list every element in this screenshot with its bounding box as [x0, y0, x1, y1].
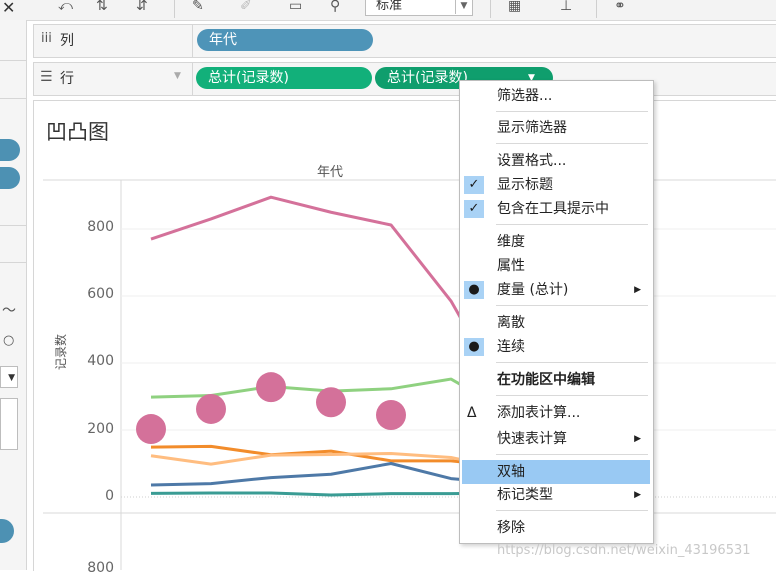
mark-type-dropdown[interactable]: ▼: [0, 366, 18, 388]
columns-shelf-label: iii 列: [33, 24, 193, 58]
circle-mark-icon[interactable]: ○: [3, 333, 15, 348]
delta-icon: Δ: [467, 405, 477, 421]
label-icon[interactable]: ▭: [289, 0, 303, 14]
context-menu: 筛选器... 显示筛选器 设置格式... ✓ 显示标题 ✓ 包含在工具提示中 维…: [459, 80, 654, 544]
radio-selected-icon: ●: [464, 338, 484, 356]
chart-svg: [43, 179, 776, 570]
menu-item-show-header[interactable]: ✓ 显示标题: [460, 174, 653, 196]
y-tick-label: 800: [87, 219, 114, 235]
scatter-point[interactable]: [136, 414, 166, 445]
columns-label: 列: [60, 33, 74, 49]
divider: [0, 225, 26, 226]
check-icon: ✓: [464, 200, 484, 218]
swap-icon[interactable]: ⇅: [96, 0, 108, 14]
share-icon[interactable]: ⚭: [614, 0, 626, 14]
divider: [0, 60, 26, 61]
row-pill-count-1[interactable]: 总计(记录数): [196, 67, 372, 89]
marks-pill[interactable]: [0, 519, 14, 543]
menu-item-dual-axis[interactable]: 双轴: [462, 460, 650, 484]
columns-icon: iii: [41, 31, 52, 46]
scatter-point[interactable]: [256, 372, 286, 403]
marks-pill[interactable]: [0, 167, 20, 189]
divider: [0, 262, 26, 263]
series-line[interactable]: [150, 444, 512, 469]
show-me-icon[interactable]: ▦: [508, 0, 522, 14]
scatter-point[interactable]: [376, 399, 406, 430]
column-header[interactable]: 年代: [317, 165, 344, 180]
menu-item-continuous[interactable]: ● 连续: [460, 336, 653, 358]
menu-item-measure-sum[interactable]: ● 度量 (总计) ▶: [460, 279, 653, 301]
submenu-arrow-icon: ▶: [634, 490, 641, 500]
y-tick-label: 0: [105, 488, 114, 504]
worksheet-title: 凹凸图: [46, 120, 109, 144]
series-line[interactable]: [150, 462, 512, 487]
menu-item-add-table-calc[interactable]: Δ 添加表计算...: [460, 402, 653, 424]
toolbar: ✕ ⤺ ⇅ ⇵ ✎ ✐ ▭ ⚲ 标准 ▼ ▦ ⊥ ⚭: [0, 0, 776, 21]
series-line[interactable]: [150, 195, 513, 408]
scatter-point[interactable]: [316, 387, 346, 418]
pen-icon[interactable]: ✐: [240, 0, 252, 14]
y-axis-label[interactable]: 记录数: [54, 333, 68, 370]
fit-select[interactable]: 标准 ▼: [365, 0, 473, 16]
pin-icon[interactable]: ⚲: [330, 0, 341, 14]
menu-item-include-in-tooltip[interactable]: ✓ 包含在工具提示中: [460, 198, 653, 220]
y-tick-label: 400: [87, 353, 114, 369]
rows-shelf-label: ☰ 行 ▼: [33, 62, 193, 96]
menu-item-edit-in-shelf[interactable]: 在功能区中编辑: [497, 372, 595, 388]
undo-icon[interactable]: ⤺: [58, 0, 73, 14]
rows-icon: ☰: [40, 69, 53, 85]
menu-item-filter[interactable]: 筛选器...: [497, 88, 553, 104]
menu-item-dimension[interactable]: 维度: [497, 234, 525, 250]
highlight-icon[interactable]: ✎: [192, 0, 204, 14]
sort-icon[interactable]: ⇵: [136, 0, 148, 14]
y-tick-label: 600: [87, 286, 114, 302]
menu-item-format[interactable]: 设置格式...: [497, 153, 567, 169]
menu-item-mark-type[interactable]: 标记类型 ▶: [460, 484, 653, 506]
menu-item-quick-table-calc[interactable]: 快速表计算 ▶: [460, 428, 653, 450]
menu-item-show-filter[interactable]: 显示筛选器: [497, 120, 567, 136]
menu-item-remove[interactable]: 移除: [497, 520, 525, 536]
check-icon: ✓: [464, 176, 484, 194]
menu-item-discrete[interactable]: 离散: [497, 315, 525, 331]
series-line[interactable]: [150, 451, 512, 472]
submenu-arrow-icon: ▶: [634, 434, 641, 444]
left-pane: [0, 20, 27, 570]
pin-axis-icon[interactable]: ⊥: [560, 0, 573, 14]
fit-select-value: 标准: [376, 0, 403, 13]
marks-card-button[interactable]: [0, 398, 18, 450]
scatter-point[interactable]: [196, 393, 226, 424]
divider: [0, 98, 26, 99]
submenu-arrow-icon: ▶: [634, 285, 641, 295]
radio-selected-icon: ●: [464, 281, 484, 299]
watermark: https://blog.csdn.net/weixin_43196531: [497, 543, 751, 558]
column-pill-decade[interactable]: 年代: [197, 29, 373, 51]
row-pill-count-2-label: 总计(记录数): [387, 70, 468, 86]
chevron-down-icon[interactable]: ▼: [528, 73, 535, 83]
y-tick-label-bottom: 800: [87, 560, 114, 576]
series-line[interactable]: [150, 491, 512, 497]
rows-label: 行: [60, 71, 74, 87]
menu-item-attribute[interactable]: 属性: [497, 258, 525, 274]
marks-pill[interactable]: [0, 139, 20, 161]
close-icon[interactable]: ✕: [2, 0, 16, 17]
y-tick-label: 200: [87, 421, 114, 437]
chevron-down-icon[interactable]: ▼: [174, 71, 181, 81]
chevron-down-icon: ▼: [455, 0, 472, 14]
line-mark-icon[interactable]: 〜: [2, 303, 16, 319]
